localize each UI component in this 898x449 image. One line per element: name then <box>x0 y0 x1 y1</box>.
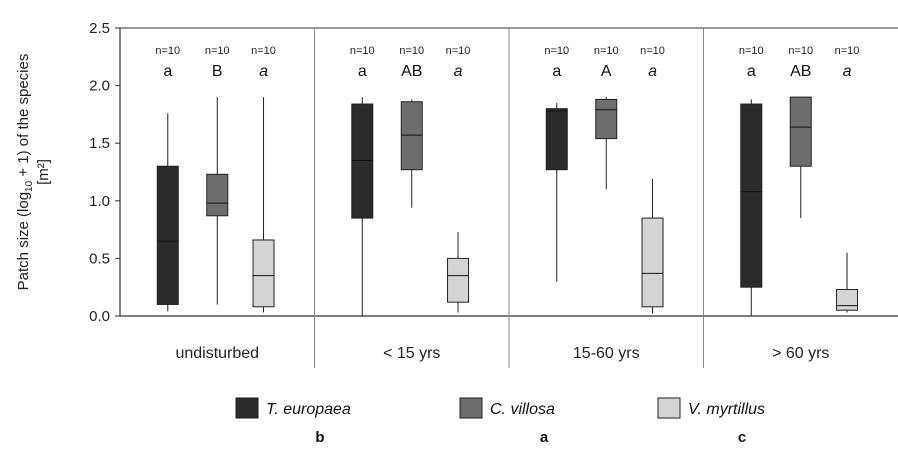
legend-label: V. myrtillus <box>688 401 765 418</box>
significance-letter: a <box>648 63 657 80</box>
n-label: n=10 <box>739 45 764 57</box>
n-label: n=10 <box>446 45 471 57</box>
y-tick-label: 1.5 <box>89 135 110 152</box>
box <box>595 98 618 140</box>
legend-significance-letter: a <box>540 429 549 446</box>
y-tick-label: 2.5 <box>89 20 110 37</box>
y-tick-label: 1.0 <box>89 193 110 210</box>
significance-letter: a <box>259 63 268 80</box>
legend-significance-letter: b <box>315 429 324 446</box>
legend-swatch <box>459 397 483 419</box>
legend-swatch <box>235 397 259 419</box>
n-label: n=10 <box>205 45 230 57</box>
box <box>351 103 374 219</box>
significance-letter: a <box>747 63 756 80</box>
y-axis-label: Patch size (log10 + 1) of the species <box>15 54 35 291</box>
y-tick-label: 0.0 <box>89 308 110 325</box>
group-label: < 15 yrs <box>383 345 440 362</box>
y-axis-label-unit: [m²] <box>35 159 52 185</box>
significance-letter: a <box>454 63 463 80</box>
box <box>252 239 275 308</box>
box <box>156 165 179 305</box>
legend-significance-letter: c <box>738 429 746 446</box>
group-label: > 60 yrs <box>772 345 829 362</box>
n-label: n=10 <box>155 45 180 57</box>
legend-label: C. villosa <box>490 401 555 418</box>
significance-letter: a <box>163 63 172 80</box>
y-tick-label: 0.5 <box>89 250 110 267</box>
significance-letter: a <box>358 63 367 80</box>
box <box>400 101 423 171</box>
significance-letter: B <box>212 63 223 80</box>
box <box>789 96 812 167</box>
group-label: undisturbed <box>175 345 259 362</box>
n-label: n=10 <box>399 45 424 57</box>
n-label: n=10 <box>788 45 813 57</box>
legend-label: T. europaea <box>266 401 351 418</box>
n-label: n=10 <box>251 45 276 57</box>
group-label: 15-60 yrs <box>573 345 640 362</box>
significance-letter: a <box>552 63 561 80</box>
n-label: n=10 <box>544 45 569 57</box>
n-label: n=10 <box>640 45 665 57</box>
n-label: n=10 <box>835 45 860 57</box>
significance-letter: AB <box>401 63 422 80</box>
n-label: n=10 <box>594 45 619 57</box>
box <box>206 173 229 217</box>
significance-letter: AB <box>790 63 811 80</box>
n-label: n=10 <box>350 45 375 57</box>
y-tick-label: 2.0 <box>89 78 110 95</box>
significance-letter: A <box>601 63 612 80</box>
box <box>740 103 763 288</box>
box <box>836 289 859 311</box>
significance-letter: a <box>843 63 852 80</box>
box <box>545 108 568 171</box>
box <box>641 217 664 308</box>
legend-swatch <box>657 397 681 419</box>
box <box>447 257 470 303</box>
